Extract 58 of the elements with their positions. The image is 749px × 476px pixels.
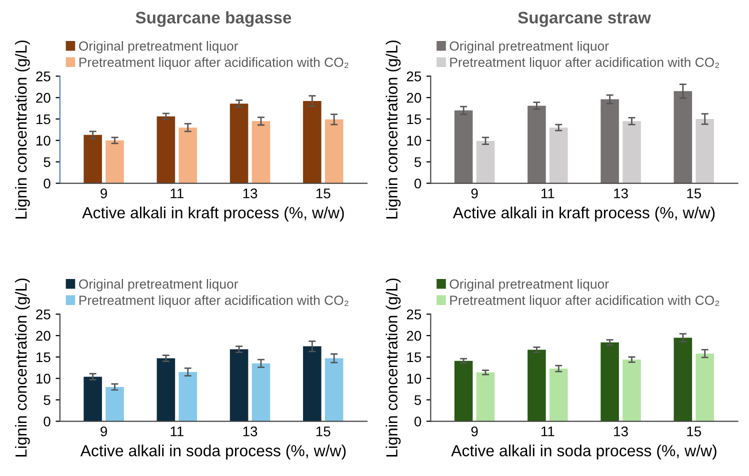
x-tick-label: 13 — [243, 188, 258, 198]
legend-label: Pretreatment liquor after acidification with CO₂ — [79, 295, 348, 308]
x-axis-title: Active alkali in kraft process (%, w/w) — [82, 206, 344, 222]
x-axis-title: Active alkali in kraft process (%, w/w) — [452, 206, 715, 222]
y-tick-label: 25 — [406, 309, 422, 320]
y-tick-label: 5 — [414, 395, 422, 406]
chart-title: Sugarcane bagasse — [136, 11, 292, 27]
y-tick-label: 15 — [36, 352, 50, 362]
legend-label: Original pretreatment liquor — [450, 41, 609, 54]
legend-label: Pretreatment liquor after acidification with CO₂ — [79, 57, 348, 70]
legend-label: Original pretreatment liquor — [79, 279, 238, 292]
x-tick-label: 11 — [542, 426, 554, 436]
x-axis-title: Active alkali in soda process (%, w/w) — [451, 444, 716, 460]
y-axis-title: Lignin concentration (g/L) — [386, 278, 401, 457]
legend-label: Pretreatment liquor after acidification with CO₂ — [450, 57, 720, 70]
y-tick-label: 10 — [407, 136, 422, 146]
y-tick-label: 10 — [36, 136, 50, 146]
legend-label: Original pretreatment liquor — [79, 41, 238, 54]
y-tick-label: 20 — [406, 330, 422, 341]
x-tick-label: 9 — [100, 188, 107, 198]
x-tick-label: 15 — [687, 188, 702, 198]
legend-label: Original pretreatment liquor — [450, 279, 609, 292]
x-tick-label: 13 — [614, 426, 628, 436]
y-tick-label: 5 — [44, 395, 50, 406]
chart-title: Sugarcane straw — [518, 12, 651, 27]
y-tick-label: 15 — [36, 114, 50, 124]
y-tick-label: 25 — [36, 309, 50, 320]
y-tick-label: 20 — [36, 92, 50, 103]
y-tick-label: 10 — [407, 374, 422, 384]
y-tick-label: 0 — [414, 178, 422, 188]
x-tick-label: 11 — [170, 188, 184, 198]
x-axis-title: Active alkali in soda process (%, w/w) — [80, 444, 346, 460]
y-tick-label: 15 — [407, 114, 422, 124]
y-tick-label: 25 — [36, 71, 50, 82]
y-axis-title: Lignin concentration (g/L) — [386, 40, 401, 219]
legend-label: Pretreatment liquor after acidification with CO₂ — [450, 295, 720, 308]
x-tick-label: 11 — [542, 188, 554, 198]
y-axis-title: Lignin concentration (g/L) — [15, 278, 30, 457]
y-axis-title: Lignin concentration (g/L) — [15, 40, 30, 219]
x-tick-label: 15 — [316, 188, 330, 198]
y-tick-label: 10 — [36, 374, 50, 384]
x-tick-label: 13 — [614, 188, 628, 198]
y-tick-label: 5 — [44, 157, 50, 168]
y-tick-label: 20 — [36, 330, 50, 341]
x-tick-label: 9 — [100, 426, 107, 436]
y-tick-label: 0 — [44, 178, 50, 188]
x-tick-label: 15 — [687, 426, 702, 436]
x-tick-label: 11 — [170, 426, 184, 436]
x-tick-label: 15 — [316, 426, 330, 436]
y-tick-label: 15 — [407, 352, 422, 362]
y-tick-label: 25 — [406, 71, 422, 82]
y-tick-label: 0 — [414, 416, 422, 426]
y-tick-label: 0 — [44, 416, 50, 426]
x-tick-label: 13 — [243, 426, 258, 436]
y-tick-label: 20 — [406, 92, 422, 103]
y-tick-label: 5 — [414, 157, 422, 168]
x-tick-label: 9 — [471, 188, 478, 198]
x-tick-label: 9 — [471, 426, 478, 436]
